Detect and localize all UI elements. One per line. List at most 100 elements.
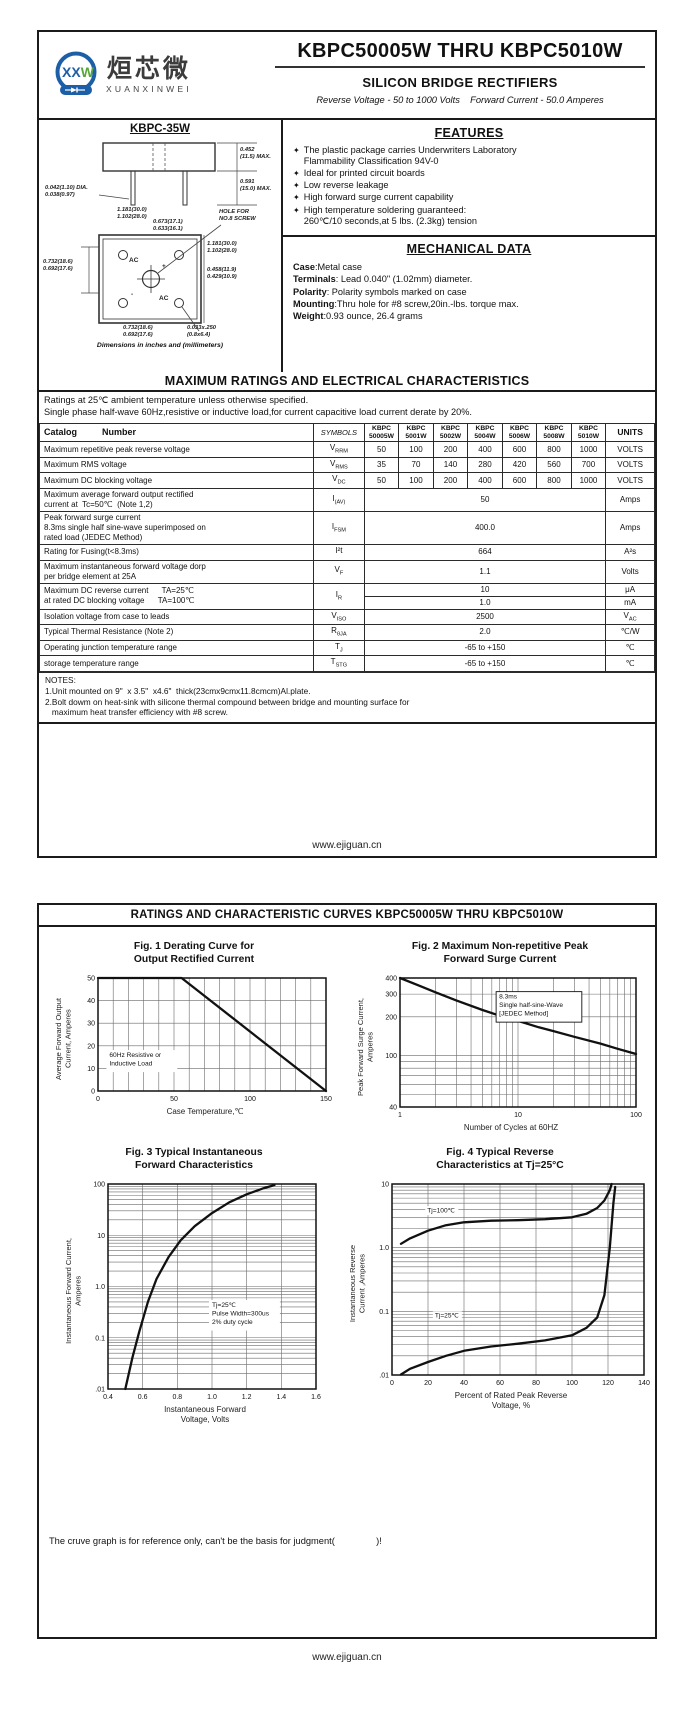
svg-text:0.1: 0.1 <box>380 1309 390 1316</box>
cell-value: 35 <box>363 456 400 474</box>
svg-text:[JEDEC Method]: [JEDEC Method] <box>499 1010 548 1017</box>
row-unit: VOLTS <box>605 472 655 490</box>
row-label: Maximum instantaneous forward voltage do… <box>39 559 314 584</box>
figure-3-y-axis-title: Instantaneous Forward Current, Amperes <box>63 1237 82 1344</box>
mechanical-data-section: MECHANICAL DATA Case:Metal case Terminal… <box>283 237 655 325</box>
svg-text:40: 40 <box>88 998 96 1005</box>
part-col-header: KBPC 50005W <box>363 422 400 443</box>
cell-value: 600 <box>501 441 538 458</box>
row-unit: μA <box>605 582 655 597</box>
figure-1-y-axis-title: Average Forward Output Current, Amperes <box>53 997 72 1080</box>
row-symbol: VF <box>313 559 365 584</box>
row-symbol: TSTG <box>313 655 365 672</box>
table-row: Maximum repetitive peak reverse voltage … <box>39 441 655 458</box>
svg-text:0: 0 <box>96 1096 100 1103</box>
package-drawing-panel: KBPC-35W <box>39 120 283 372</box>
figure-3-x-axis-title: Instantaneous Forward Voltage, Volts <box>164 1404 246 1425</box>
part-col-header: KBPC 5002W <box>432 422 469 443</box>
cell-value: 2.0 <box>363 624 607 641</box>
dim-label: 1.181(30.0) 1.102(28.0) <box>207 241 237 254</box>
figure-1-x-axis-title: Case Temperature,℃ <box>166 1106 244 1116</box>
svg-text:0.6: 0.6 <box>138 1394 148 1401</box>
feature-item: ✦ High forward surge current capability <box>293 192 645 203</box>
feature-text: High forward surge current capability <box>303 192 454 203</box>
row-unit: VAC <box>605 608 655 626</box>
svg-text:40: 40 <box>460 1380 468 1387</box>
dim-label: HOLE FOR NO.8 SCREW <box>219 209 256 222</box>
table-row: storage temperature range TSTG -65 to +1… <box>39 655 655 672</box>
svg-text:Inductive Load: Inductive Load <box>110 1060 153 1067</box>
svg-text:10: 10 <box>88 1066 96 1073</box>
cell-value: 280 <box>467 456 503 474</box>
svg-text:10: 10 <box>514 1112 522 1119</box>
catalog-header: Catalog Number <box>39 422 314 443</box>
dim-label: 1.181(30.0) 1.102(28.0) <box>117 207 147 220</box>
cell-value: -65 to +150 <box>363 639 607 657</box>
svg-text:.01: .01 <box>96 1386 106 1393</box>
ratings-table: Catalog Number SYMBOLS KBPC 50005W KBPC 50… <box>39 422 655 672</box>
dim-label: 0.732(18.6) 0.692(17.6) <box>43 259 73 272</box>
note-line: 2.Bolt dowm on heat-sink with silicone t… <box>45 696 410 707</box>
star-bullet-icon: ✦ <box>293 181 300 191</box>
part-col-header: KBPC 5001W <box>398 422 434 443</box>
row-unit: VOLTS <box>605 441 655 458</box>
table-row: Rating for Fusing(t<8.3ms) I²t 664 A²s <box>39 544 655 561</box>
table-row: Typical Thermal Resistance (Note 2) RθJA… <box>39 624 655 641</box>
terminal-label-plus: + <box>162 263 166 270</box>
svg-text:80: 80 <box>532 1380 540 1387</box>
cell-value: -65 to +150 <box>363 655 607 672</box>
part-col-header: KBPC 5006W <box>501 422 538 443</box>
row-label: Maximum DC reverse current TA=25℃ at rat… <box>39 582 314 610</box>
svg-text:Tj=25℃: Tj=25℃ <box>212 1302 237 1309</box>
header: XXW 烜芯微 XUANXINWEI KBPC50005W THRU KBPC5… <box>39 32 655 120</box>
row-symbol: RθJA <box>313 624 365 641</box>
svg-text:Pulse Width=300us: Pulse Width=300us <box>212 1310 270 1317</box>
svg-text:8.3ms: 8.3ms <box>499 993 518 1000</box>
svg-text:0.8: 0.8 <box>173 1394 183 1401</box>
svg-text:140: 140 <box>639 1380 651 1387</box>
row-unit: Amps <box>605 511 655 546</box>
row-symbol: TJ <box>313 639 365 657</box>
row-unit: Volts <box>605 559 655 584</box>
row-label: Isolation voltage from case to leads <box>39 608 314 626</box>
mech-key: Mounting <box>293 298 335 309</box>
dim-label: 0.033x.250 (0.8x6.4) <box>187 325 217 338</box>
svg-text:200: 200 <box>386 1014 398 1021</box>
title-rule <box>275 66 645 68</box>
datasheet-page-1: XXW 烜芯微 XUANXINWEI KBPC50005W THRU KBPC5… <box>37 30 657 858</box>
svg-text:0.4: 0.4 <box>104 1394 114 1401</box>
cell-value: 1000 <box>570 472 607 490</box>
svg-text:.01: .01 <box>380 1372 390 1379</box>
row-unit: ℃/W <box>605 624 655 641</box>
figure-1-title: Fig. 1 Derating Curve for Output Rectifi… <box>133 941 255 965</box>
row-label: Maximum DC blocking voltage <box>39 472 314 490</box>
row-label: Maximum repetitive peak reverse voltage <box>39 441 314 458</box>
chart-derating-curve: 0 50 100 150 0 10 20 30 40 50 60Hz Resistive orInd… <box>88 975 333 1103</box>
symbols-header: SYMBOLS <box>313 422 365 443</box>
part-col-header: KBPC 5010W <box>570 422 607 443</box>
cell-value: 70 <box>398 456 434 474</box>
svg-text:Single half-sine-Wave: Single half-sine-Wave <box>499 1002 563 1009</box>
svg-text:100: 100 <box>631 1112 643 1119</box>
ratings-tagline: Reverse Voltage - 50 to 1000 Volts Forwa… <box>316 95 604 105</box>
cell-value: 800 <box>536 441 572 458</box>
mech-value: : Polarity symbols marked on case <box>326 286 467 297</box>
svg-text:1.6: 1.6 <box>312 1394 322 1401</box>
note-line: 1.Unit mounted on 9" x 3.5" x4.6" thick(… <box>45 685 311 696</box>
feature-item: ✦ High temperature soldering guaranteed:… <box>293 205 645 227</box>
row-label: Operating junction temperature range <box>39 639 314 657</box>
terminal-label-minus: - <box>131 291 134 298</box>
figure-2-title: Fig. 2 Maximum Non-repetitive Peak Forwa… <box>411 941 589 965</box>
star-bullet-icon: ✦ <box>293 146 300 155</box>
mech-row: Case:Metal case <box>293 261 645 273</box>
svg-text:30: 30 <box>88 1020 96 1027</box>
dim-label: 0.458(11.9) 0.429(10.9) <box>207 267 237 280</box>
row-unit: A²s <box>605 544 655 561</box>
svg-text:150: 150 <box>321 1096 333 1103</box>
table-row: 1.0 mA <box>40 595 655 610</box>
notes-title: NOTES: <box>45 674 76 685</box>
feature-text: Low reverse leakage <box>303 180 389 191</box>
drawing-caption: Dimensions in inches and (millimeters) <box>96 342 224 349</box>
feature-item: ✦ The plastic package carries Underwrite… <box>293 145 645 167</box>
table-row: Maximum DC blocking voltage VDC 50 100 2… <box>39 472 655 490</box>
